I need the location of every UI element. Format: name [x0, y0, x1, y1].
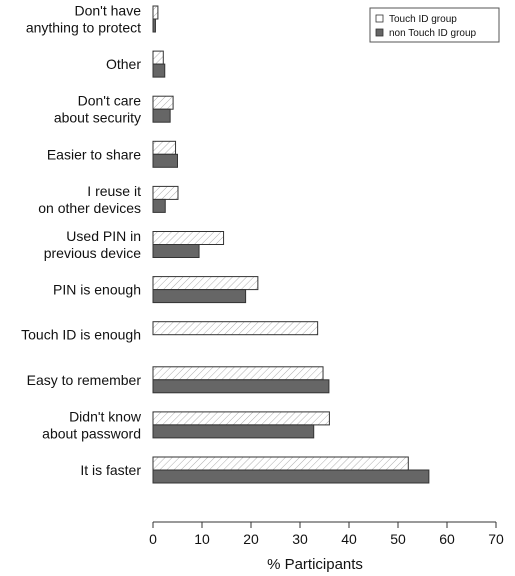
category-label-10: It is faster [80, 462, 141, 478]
x-tick-label-5: 50 [390, 531, 406, 547]
category-label-line: Easier to share [47, 146, 141, 162]
bar-non-touch-id-5 [152, 244, 200, 258]
bars-group [152, 5, 430, 484]
category-label-0: Don't have anything to protect [26, 3, 141, 36]
x-axis: 0 10 20 30 40 50 60 70 [149, 521, 504, 547]
bar-non-touch-id-1 [152, 63, 166, 78]
category-label-line: Easy to remember [27, 372, 142, 388]
x-tick-label-3: 30 [292, 531, 308, 547]
bar-non-touch-id-2 [152, 108, 171, 123]
bar-touch-id-6 [152, 276, 259, 291]
category-label-9: Didn't know about password [42, 408, 142, 441]
bar-touch-id-3 [152, 140, 177, 155]
category-label-6: PIN is enough [53, 282, 141, 298]
category-label-line: Don't care [78, 93, 142, 109]
category-labels: Don't have anything to protect Other Don't … [21, 3, 142, 479]
category-label-line: I reuse it [87, 183, 141, 199]
category-label-line: anything to protect [26, 20, 141, 36]
bar-non-touch-id-8 [152, 379, 330, 394]
category-label-3: Easier to share [47, 146, 141, 162]
bar-non-touch-id-0 [152, 18, 156, 33]
category-label-line: previous device [44, 245, 141, 261]
category-label-line: It is faster [80, 462, 141, 478]
bar-touch-id-10 [152, 456, 409, 471]
category-label-line: on other devices [38, 200, 141, 216]
bar-non-touch-id-10 [152, 469, 430, 484]
x-tick-label-0: 0 [149, 531, 157, 547]
bar-non-touch-id-4 [152, 198, 166, 213]
category-label-line: Didn't know [69, 408, 142, 424]
x-tick-label-4: 40 [341, 531, 357, 547]
category-label-7: Touch ID is enough [21, 327, 141, 343]
x-tick-label-1: 10 [194, 531, 210, 547]
x-tick-label-2: 20 [243, 531, 259, 547]
bar-non-touch-id-9 [152, 424, 315, 439]
category-label-line: Used PIN in [66, 228, 141, 244]
category-label-line: Don't have [75, 3, 142, 19]
category-label-2: Don't care about security [54, 93, 141, 126]
category-label-line: about security [54, 110, 141, 126]
x-axis-label: % Participants [267, 556, 363, 573]
bar-touch-id-9 [152, 411, 330, 426]
category-label-line: Touch ID is enough [21, 327, 141, 343]
legend-box [369, 7, 500, 43]
category-label-line: PIN is enough [53, 282, 141, 298]
legend-label-0: Touch ID group [389, 14, 457, 25]
category-label-line: Other [106, 56, 141, 72]
category-label-8: Easy to remember [27, 372, 142, 388]
legend: Touch ID group non Touch ID group [369, 7, 500, 43]
legend-swatch-0 [375, 14, 384, 23]
bar-touch-id-8 [152, 366, 324, 381]
x-tick-label-7: 70 [488, 531, 504, 547]
legend-label-1: non Touch ID group [389, 28, 477, 39]
bar-touch-id-1 [152, 50, 164, 65]
legend-swatch-1 [375, 28, 384, 37]
bar-touch-id-7 [152, 321, 319, 336]
bar-touch-id-2 [152, 95, 174, 110]
bar-touch-id-0 [152, 5, 159, 20]
bar-touch-id-4 [152, 185, 179, 200]
category-label-line: about password [42, 425, 141, 441]
category-label-1: Other [106, 56, 141, 72]
bar-non-touch-id-6 [152, 289, 247, 304]
x-tick-label-6: 60 [439, 531, 455, 547]
category-label-5: Used PIN in previous device [44, 228, 141, 261]
bar-touch-id-5 [152, 231, 225, 245]
bar-non-touch-id-3 [152, 153, 178, 168]
category-label-4: I reuse it on other devices [38, 183, 141, 216]
